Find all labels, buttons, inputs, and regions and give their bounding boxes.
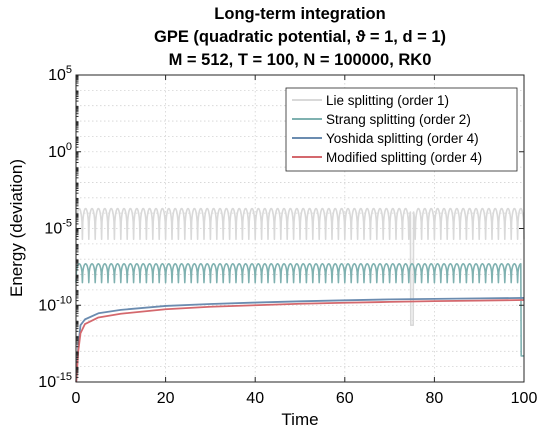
series-line-yoshida <box>75 297 525 383</box>
legend: Lie splitting (order 1) Strang splitting… <box>285 87 518 172</box>
legend-label-modified: Modified splitting (order 4) <box>326 150 482 165</box>
legend-label-yoshida: Yoshida splitting (order 4) <box>326 131 479 146</box>
x-tick-label: 100 <box>511 390 538 407</box>
y-tick-label: 10-15 <box>38 371 72 391</box>
x-tick-label: 0 <box>72 390 81 407</box>
legend-label-strang: Strang splitting (order 2) <box>326 112 471 127</box>
x-tick-label: 40 <box>246 390 264 407</box>
x-axis-ticks: 0 20 40 60 80 100 <box>72 75 538 407</box>
series-line-lie <box>75 207 525 327</box>
x-tick-label: 80 <box>426 390 444 407</box>
chart-title-line-3: M = 512, T = 100, N = 100000, RK0 <box>169 51 432 69</box>
y-axis-ticks: 10-15 10-10 10-5 100 105 <box>38 64 524 391</box>
legend-label-lie: Lie splitting (order 1) <box>326 93 449 108</box>
plot-series <box>75 207 525 383</box>
chart-title-line-2: GPE (quadratic potential, ϑ = 1, d = 1) <box>154 28 446 46</box>
series-line-modified <box>75 299 525 383</box>
y-tick-label: 100 <box>48 141 72 161</box>
x-axis-label: Time <box>281 410 318 429</box>
y-tick-label: 10-10 <box>38 294 72 314</box>
chart-title-line-1: Long-term integration <box>214 5 385 23</box>
y-axis-label: Energy (deviation) <box>7 159 26 297</box>
x-tick-label: 20 <box>157 390 175 407</box>
y-tick-label: 105 <box>48 64 72 84</box>
series-line-strang <box>75 263 525 357</box>
legend-box <box>285 87 518 172</box>
x-tick-label: 60 <box>336 390 354 407</box>
y-tick-label: 10-5 <box>44 218 72 238</box>
